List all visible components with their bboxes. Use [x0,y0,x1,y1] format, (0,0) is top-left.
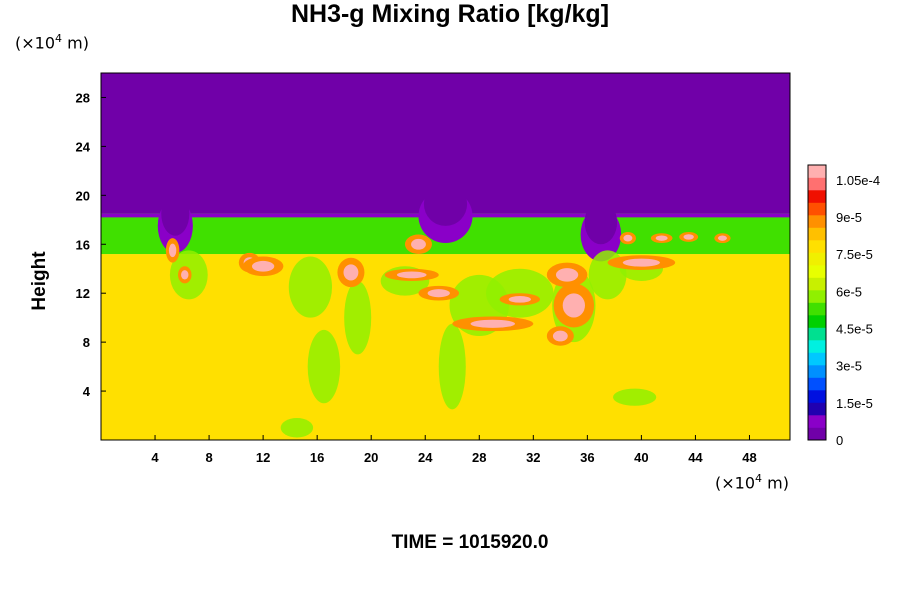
max-value-core [717,235,727,241]
max-value-core [396,271,427,279]
colorbar-segment [808,265,826,278]
max-value-core [562,293,585,318]
colorbar-segment [808,290,826,303]
colorbar-tick-label: 3e-5 [836,359,862,374]
x-axis-ticks: 4 8 12 16 20 24 28 32 36 40 44 48 [151,435,757,465]
colorbar-segment [808,315,826,328]
y-tick-label: 12 [76,286,90,301]
colorbar: 0 1.5e-5 3e-5 4.5e-5 6e-5 7.5e-5 9e-5 1.05e-4 [807,164,880,448]
y-tick-label: 20 [76,188,90,203]
max-value-core [683,234,694,240]
colorbar-segment [808,177,826,191]
colorbar-segment [808,415,826,428]
x-tick-label: 8 [205,450,212,465]
x-tick-label: 36 [580,450,594,465]
colorbar-tick-label: 6e-5 [836,284,862,299]
x-tick-label: 16 [310,450,324,465]
max-value-core [168,243,177,258]
x-tick-label: 40 [634,450,648,465]
max-value-core [622,258,660,267]
colorbar-tick-label: 1.05e-4 [836,173,880,188]
x-tick-label: 44 [688,450,703,465]
colorbar-segment [808,240,826,253]
colorbar-tick-label: 4.5e-5 [836,322,873,337]
edge-trough-core [161,191,190,236]
colorbar-segment [808,252,826,266]
x-tick-label: 4 [151,450,159,465]
colorbar-segment [808,202,826,216]
colorbar-segment [808,277,826,291]
max-value-core [555,268,579,282]
x-tick-label: 12 [256,450,270,465]
colorbar-segment [808,365,826,378]
colorbar-segment [808,377,826,391]
y-tick-label: 24 [76,139,91,154]
mixing-plume [288,256,333,318]
colorbar-segment [808,402,826,416]
mixing-plume [280,417,314,438]
colorbar-segment [808,327,826,341]
y-axis-ticks: 4 8 12 16 20 24 28 [76,90,106,399]
max-value-core [427,289,450,298]
mixing-plume [344,280,372,355]
edge-trough-core [584,200,618,245]
colorbar-segment [808,215,826,228]
max-value-core [251,260,275,272]
colorbar-segment [808,190,826,203]
x-axis-unit: (×104 m) [715,472,789,493]
colorbar-segment [808,352,826,366]
colorbar-tick-label: 1.5e-5 [836,396,873,411]
colorbar-tick-label: 9e-5 [836,210,862,225]
mixing-plume [307,329,341,404]
mixing-plume [438,323,466,410]
colorbar-frame [807,164,827,441]
max-value-core [655,235,668,241]
colorbar-segment [808,390,826,403]
edge-trough-core [423,181,468,226]
max-value-core [411,238,426,250]
x-tick-label: 32 [526,450,540,465]
y-axis-unit: (×104 m) [15,32,89,53]
y-tick-label: 16 [76,237,90,252]
max-value-core [508,295,531,303]
max-value-core [552,330,568,342]
colorbar-segment [808,227,826,241]
colorbar-tick-label: 7.5e-5 [836,247,873,262]
x-tick-label: 28 [472,450,486,465]
chart-title: NH3-g Mixing Ratio [kg/kg] [290,0,610,28]
colorbar-segment [808,165,826,178]
max-value-core [181,270,189,280]
mixing-plume [613,388,657,406]
heatmap-plot-area [101,73,790,440]
colorbar-segment [808,340,826,353]
x-tick-label: 48 [742,450,756,465]
y-tick-label: 4 [83,384,91,399]
colorbar-segment [808,302,826,316]
plot-frame [100,72,791,441]
max-value-core [343,264,359,281]
time-label: TIME = 1015920.0 [391,532,549,553]
max-value-core [470,319,516,328]
colorbar-segment [808,427,826,441]
max-value-core [623,234,633,242]
x-tick-label: 24 [418,450,433,465]
colorbar-tick-label: 0 [836,433,843,448]
y-tick-label: 28 [76,90,90,105]
x-tick-label: 20 [364,450,378,465]
mixing-plume [486,268,554,318]
y-tick-label: 8 [83,335,90,350]
